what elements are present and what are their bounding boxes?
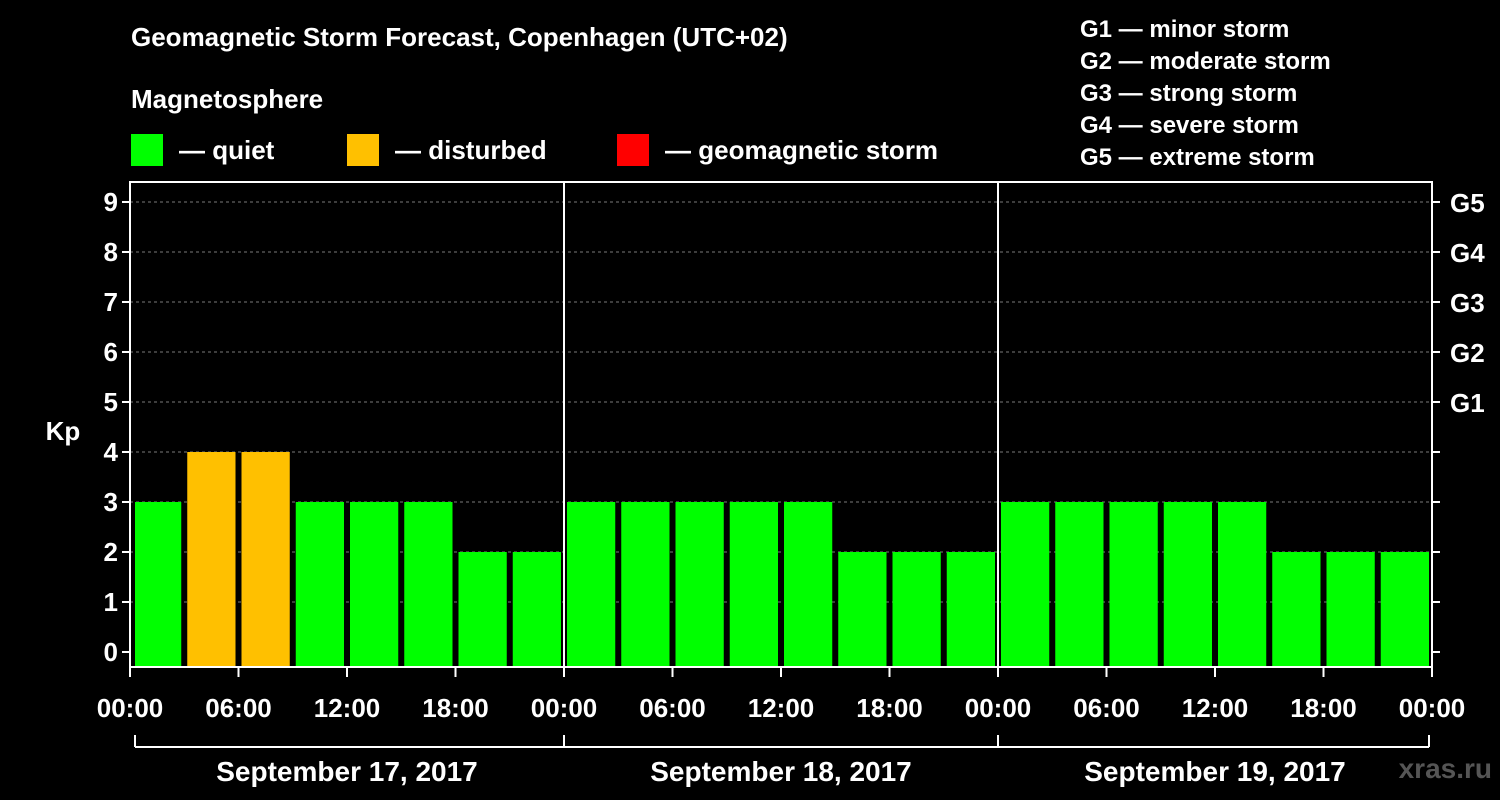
kp-bar bbox=[1001, 502, 1050, 667]
legend-swatch-storm bbox=[617, 134, 649, 166]
storm-scale-g1: G1 — minor storm bbox=[1080, 16, 1290, 43]
kp-bar bbox=[404, 502, 453, 667]
y-tick-label: 3 bbox=[104, 487, 118, 517]
y-tick-label: 5 bbox=[104, 387, 118, 417]
kp-bar bbox=[350, 502, 399, 667]
x-tick-label: 00:00 bbox=[97, 693, 164, 723]
storm-scale-g4: G4 — severe storm bbox=[1080, 112, 1299, 139]
kp-bar bbox=[729, 502, 778, 667]
kp-bar bbox=[784, 502, 833, 667]
y-tick-label: 8 bbox=[104, 237, 118, 267]
storm-scale-list: G1 — minor storm G2 — moderate storm G3 … bbox=[1080, 14, 1331, 174]
kp-bar bbox=[458, 552, 507, 667]
bars-layer bbox=[135, 452, 1429, 667]
legend-label-disturbed: — disturbed bbox=[395, 134, 547, 165]
legend-label-quiet: — quiet bbox=[179, 134, 275, 165]
x-tick-label: 18:00 bbox=[422, 693, 489, 723]
legend-swatch-disturbed bbox=[347, 134, 379, 166]
x-tick-label: 18:00 bbox=[856, 693, 923, 723]
legend-item-quiet: — quiet bbox=[131, 132, 274, 168]
kp-bar bbox=[295, 502, 344, 667]
x-tick-label: 06:00 bbox=[1073, 693, 1140, 723]
legend-item-disturbed: — disturbed bbox=[347, 132, 547, 168]
storm-scale-g2: G2 — moderate storm bbox=[1080, 48, 1331, 75]
kp-bar bbox=[946, 552, 995, 667]
y-tick-label: 2 bbox=[104, 537, 118, 567]
kp-bar bbox=[1326, 552, 1375, 667]
x-tick-label: 12:00 bbox=[1182, 693, 1249, 723]
kp-bar bbox=[892, 552, 941, 667]
kp-bar bbox=[1272, 552, 1321, 667]
g-scale-label: G1 bbox=[1450, 388, 1485, 418]
kp-bar bbox=[838, 552, 887, 667]
x-tick-label: 06:00 bbox=[205, 693, 272, 723]
kp-bar bbox=[675, 502, 724, 667]
y-tick-label: 6 bbox=[104, 337, 118, 367]
kp-bar bbox=[512, 552, 561, 667]
day-label: September 19, 2017 bbox=[1084, 756, 1346, 787]
y-tick-label: 7 bbox=[104, 287, 118, 317]
kp-bar bbox=[187, 452, 236, 667]
y-axis-label: Kp bbox=[46, 416, 81, 446]
kp-bar bbox=[1380, 552, 1429, 667]
kp-bar bbox=[1218, 502, 1267, 667]
kp-bar bbox=[1109, 502, 1158, 667]
x-tick-label: 06:00 bbox=[639, 693, 706, 723]
x-tick-label: 12:00 bbox=[748, 693, 815, 723]
legend-swatch-quiet bbox=[131, 134, 163, 166]
watermark: xras.ru bbox=[1398, 753, 1492, 784]
chart-title: Geomagnetic Storm Forecast, Copenhagen (… bbox=[131, 22, 788, 52]
axes-layer bbox=[122, 181, 1440, 748]
x-tick-label: 12:00 bbox=[314, 693, 381, 723]
kp-bar bbox=[567, 502, 616, 667]
g-scale-label: G3 bbox=[1450, 288, 1485, 318]
y-tick-label: 1 bbox=[104, 587, 118, 617]
storm-scale-g3: G3 — strong storm bbox=[1080, 80, 1298, 107]
kp-bar bbox=[621, 502, 670, 667]
x-tick-label: 18:00 bbox=[1290, 693, 1357, 723]
kp-bar bbox=[1055, 502, 1104, 667]
grid-layer bbox=[130, 201, 1432, 603]
day-label: September 18, 2017 bbox=[650, 756, 912, 787]
g-scale-label: G5 bbox=[1450, 188, 1485, 218]
x-tick-label: 00:00 bbox=[965, 693, 1032, 723]
legend-heading: Magnetosphere bbox=[131, 84, 324, 114]
y-tick-label: 0 bbox=[104, 637, 118, 667]
x-tick-label: 00:00 bbox=[1399, 693, 1466, 723]
g-scale-label: G2 bbox=[1450, 338, 1485, 368]
g-scale-label: G4 bbox=[1450, 238, 1485, 268]
x-tick-label: 00:00 bbox=[531, 693, 598, 723]
day-label: September 17, 2017 bbox=[216, 756, 478, 787]
kp-bar bbox=[1163, 502, 1212, 667]
kp-bar bbox=[135, 502, 182, 667]
storm-scale-g5: G5 — extreme storm bbox=[1080, 144, 1315, 171]
legend-item-storm: — geomagnetic storm bbox=[617, 132, 938, 168]
labels-layer: 0 1 2 3 4 5 6 7 8 9 G1 G2 G3 G4 G5 Kp 00:00 06:00 12:00 18:… bbox=[46, 187, 1486, 787]
legend-label-storm: — geomagnetic storm bbox=[665, 134, 939, 165]
kp-bar bbox=[241, 452, 290, 667]
y-tick-label: 9 bbox=[104, 187, 118, 217]
y-tick-label: 4 bbox=[104, 437, 119, 467]
